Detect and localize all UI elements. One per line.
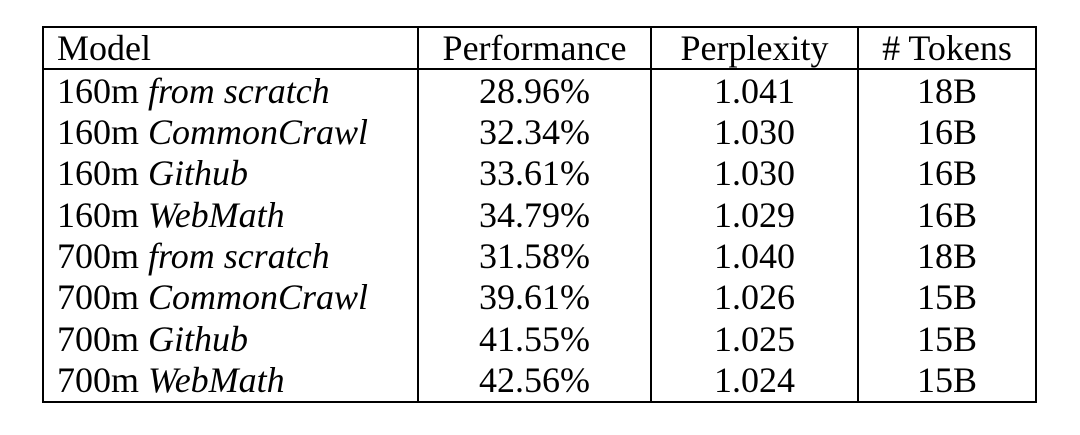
cell-tokens: 16B xyxy=(857,111,1036,153)
cell-tokens: 18B xyxy=(857,235,1036,277)
model-size: 160m xyxy=(57,70,140,111)
cell-model: 160m CommonCrawl xyxy=(43,111,418,152)
model-dataset: Github xyxy=(148,318,249,359)
table-row: 700m CommonCrawl 39.61% 1.026 15B xyxy=(43,276,1036,319)
model-size: 160m xyxy=(57,153,140,194)
table-row: 700m Github 41.55% 1.025 15B xyxy=(43,318,1036,360)
cell-tokens: 16B xyxy=(857,194,1036,236)
cell-tokens: 15B xyxy=(857,276,1036,319)
column-header-tokens: # Tokens xyxy=(857,27,1036,70)
cell-performance: 31.58% xyxy=(417,235,651,277)
column-header-model: Model xyxy=(43,27,418,70)
cell-performance: 34.79% xyxy=(417,194,651,236)
cell-performance: 39.61% xyxy=(417,276,651,319)
cell-perplexity: 1.030 xyxy=(650,111,858,153)
cell-model: 700m from scratch xyxy=(43,235,418,276)
model-size: 700m xyxy=(57,360,140,401)
cell-tokens: 15B xyxy=(857,359,1036,402)
table-row: 160m from scratch 28.96% 1.041 18B xyxy=(43,69,1036,112)
cell-model: 160m from scratch xyxy=(43,69,418,111)
cell-perplexity: 1.040 xyxy=(650,235,858,277)
table-row: 700m WebMath 42.56% 1.024 15B xyxy=(43,359,1036,402)
column-header-perplexity: Perplexity xyxy=(650,27,858,70)
cell-perplexity: 1.030 xyxy=(650,152,858,195)
cell-model: 160m WebMath xyxy=(43,194,418,235)
model-size: 160m xyxy=(57,194,140,235)
cell-model: 700m CommonCrawl xyxy=(43,277,418,318)
header-row: Model Performance Perplexity # Tokens xyxy=(43,27,1036,70)
model-dataset: CommonCrawl xyxy=(148,112,369,153)
model-dataset: from scratch xyxy=(148,70,330,111)
table-row: 160m CommonCrawl 32.34% 1.030 16B xyxy=(43,111,1036,153)
model-dataset: Github xyxy=(148,153,249,194)
cell-perplexity: 1.041 xyxy=(650,69,858,112)
model-dataset: WebMath xyxy=(148,194,285,235)
model-dataset: from scratch xyxy=(148,236,330,277)
results-table: Model Performance Perplexity # Tokens 16… xyxy=(42,26,1037,403)
table-row: 160m Github 33.61% 1.030 16B xyxy=(43,152,1036,195)
cell-performance: 33.61% xyxy=(417,152,651,195)
model-size: 700m xyxy=(57,236,140,277)
table-row: 700m from scratch 31.58% 1.040 18B xyxy=(43,235,1036,277)
model-dataset: CommonCrawl xyxy=(148,277,369,318)
cell-model: 700m Github xyxy=(43,318,418,359)
column-header-performance: Performance xyxy=(417,27,651,70)
cell-performance: 28.96% xyxy=(417,69,651,112)
cell-tokens: 16B xyxy=(857,152,1036,195)
cell-performance: 41.55% xyxy=(417,318,651,360)
cell-tokens: 15B xyxy=(857,318,1036,360)
table-row: 160m WebMath 34.79% 1.029 16B xyxy=(43,194,1036,236)
cell-perplexity: 1.029 xyxy=(650,194,858,236)
model-size: 160m xyxy=(57,112,140,153)
cell-performance: 42.56% xyxy=(417,359,651,402)
cell-perplexity: 1.025 xyxy=(650,318,858,360)
cell-tokens: 18B xyxy=(857,69,1036,112)
cell-model: 700m WebMath xyxy=(43,359,418,402)
cell-performance: 32.34% xyxy=(417,111,651,153)
model-size: 700m xyxy=(57,277,140,318)
cell-model: 160m Github xyxy=(43,153,418,194)
model-size: 700m xyxy=(57,318,140,359)
model-dataset: WebMath xyxy=(148,360,285,401)
cell-perplexity: 1.026 xyxy=(650,276,858,319)
cell-perplexity: 1.024 xyxy=(650,359,858,402)
